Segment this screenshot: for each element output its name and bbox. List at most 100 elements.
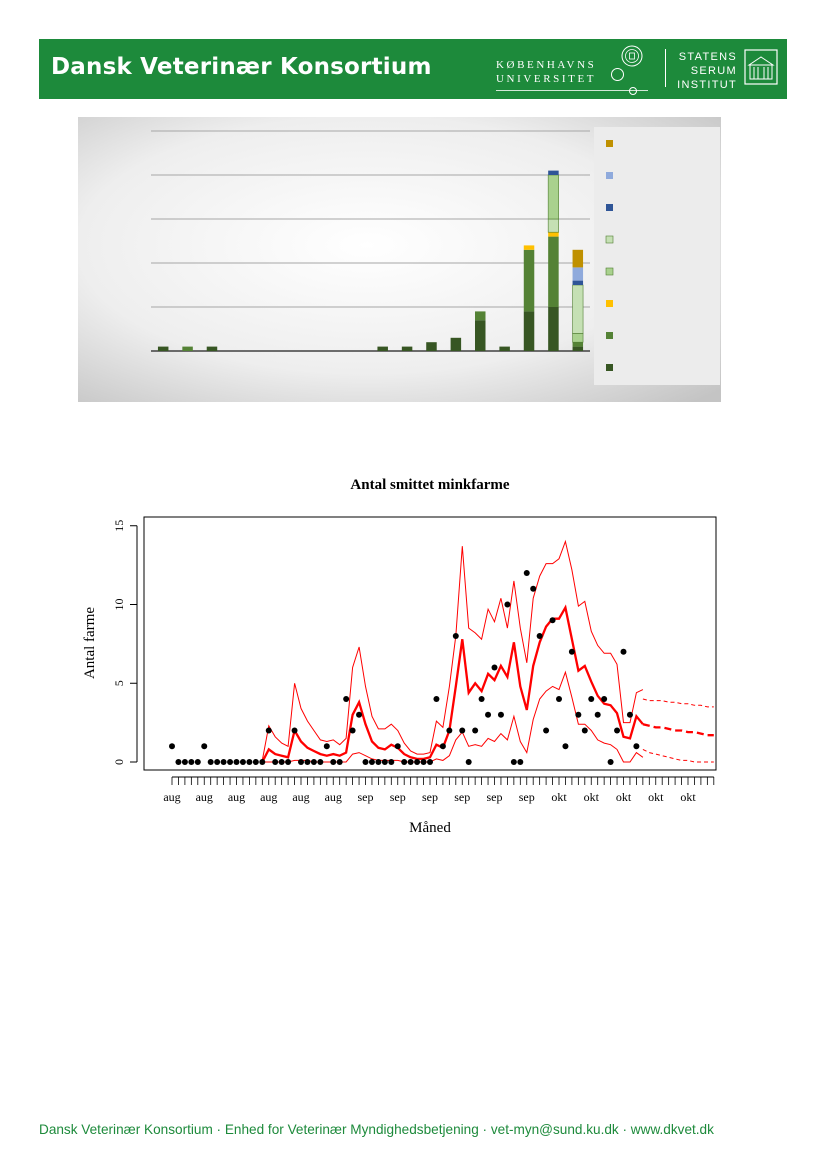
chart1-bar-segment (548, 307, 559, 351)
chart1-bar-segment (548, 170, 559, 175)
chart2-data-point (233, 759, 240, 765)
chart2-data-point (214, 759, 221, 765)
chart1-bar-segment (450, 337, 462, 351)
chart2-data-point (459, 727, 466, 734)
chart2-data-point (510, 759, 517, 765)
chart2-data-point (568, 648, 575, 655)
chart2-data-point (252, 759, 259, 765)
chart2-points (169, 570, 640, 765)
chart1-bar-segment (572, 346, 584, 351)
chart2-data-point (427, 759, 433, 765)
chart2-data-point (336, 759, 343, 765)
chart2-xtick-label: aug (292, 790, 309, 804)
chart2-data-point (194, 759, 201, 765)
chart2-data-point (523, 570, 530, 576)
chart2-data-point (620, 648, 627, 655)
chart2-data-point (485, 711, 492, 718)
chart1-legend-box (594, 127, 720, 385)
chart2-data-point (575, 711, 582, 718)
chart1-bar-segment (426, 342, 437, 351)
chart2-data-point (478, 696, 485, 702)
ku-logo-circle (611, 68, 624, 81)
chart2-xtick-label: okt (680, 790, 696, 804)
chart1-bar-segment (475, 320, 486, 351)
scatter-fit-chart: Antal smittet minkfarme 0 5 10 15 aug aug aug a… (82, 477, 717, 836)
chart2-xtick-label: sep (422, 790, 438, 804)
chart2-data-point (401, 759, 408, 765)
chart2-xtick-label: okt (551, 790, 567, 804)
chart2-forecast-line (642, 723, 714, 737)
chart1-bar-segment (182, 346, 193, 351)
chart2-data-point (265, 727, 272, 734)
footer-text: Dansk Veterinær Konsortium · Enhed for V… (39, 1122, 714, 1137)
chart2-data-point (594, 711, 601, 718)
chart2-data-point (375, 759, 382, 765)
chart1-legend-swatch (606, 172, 613, 179)
chart2-data-point (562, 743, 569, 750)
chart2-fit-upper-line (261, 539, 644, 761)
chart2-data-point (323, 743, 330, 750)
ssi-line1: STATENS (678, 51, 737, 63)
chart2-fit-lines (261, 539, 714, 763)
chart2-data-point (504, 601, 511, 608)
chart2-ytick-label: 10 (112, 599, 126, 611)
chart2-data-point (201, 743, 208, 750)
chart2-data-point (175, 759, 182, 765)
chart2-data-point (227, 759, 234, 765)
chart1-bar-segment (475, 311, 486, 321)
chart2-ytick-label: 5 (112, 680, 126, 686)
chart2-data-point (181, 759, 188, 765)
chart2-data-point (169, 743, 175, 750)
chart2-data-point (626, 711, 633, 718)
chart2-xtick-label: aug (163, 790, 180, 804)
chart2-data-point (362, 759, 369, 765)
chart1-bars (157, 170, 584, 351)
stacked-bar-chart (78, 117, 721, 402)
chart2-xtick-label: aug (260, 790, 277, 804)
chart1-gridlines (151, 130, 590, 352)
chart1-bar-segment (523, 245, 535, 250)
chart2-xtick-label: aug (325, 790, 342, 804)
chart2-forecast-upper-line (642, 698, 714, 708)
chart1-bar-segment (548, 232, 559, 237)
chart2-data-point (446, 727, 453, 734)
chart2-data-point (601, 696, 608, 702)
chart2-data-point (272, 759, 279, 765)
ku-logo-line2: UNIVERSITET (496, 73, 597, 85)
chart1-bar-segment (377, 346, 388, 351)
chart2-xtick-label: okt (648, 790, 664, 804)
chart2-data-point (581, 727, 588, 734)
chart2-data-point (472, 727, 479, 734)
chart1-legend-swatch (606, 204, 613, 211)
chart2-data-point (188, 759, 195, 765)
chart2-data-point (414, 759, 421, 765)
chart1-bar-segment (547, 218, 559, 233)
chart2-data-point (388, 759, 395, 765)
chart2-fit-lower-line (262, 670, 644, 763)
chart1-bar-segment (547, 174, 559, 220)
ku-logo-rule (496, 90, 648, 91)
chart2-data-point (349, 727, 356, 734)
chart1-bar-segment (572, 333, 584, 343)
chart2-data-point (439, 743, 446, 750)
chart1-bar-segment (572, 249, 584, 268)
chart2-data-point (517, 759, 524, 765)
chart2-title: Antal smittet minkfarme (350, 477, 509, 493)
chart1-legend-swatch (605, 235, 614, 244)
chart2-ylabel: Antal farme (82, 607, 98, 679)
chart2-xtick-label: sep (454, 790, 470, 804)
chart1-legend-swatch (606, 140, 613, 147)
chart2-axes: 0 5 10 15 aug aug aug aug aug aug sep sep sep sep sep s… (112, 520, 715, 804)
chart2-data-point (420, 759, 427, 765)
chart1-bar-segment (401, 346, 413, 351)
ku-logo-small-circle (629, 87, 637, 95)
ku-logo-line1: KØBENHAVNS (496, 59, 597, 71)
chart2-data-point (278, 759, 285, 765)
header-banner: Dansk Veterinær Konsortium KØBENHAVNS UN… (39, 39, 787, 99)
ku-seal-icon (621, 45, 643, 67)
chart2-data-point (207, 759, 214, 765)
chart2-data-point (220, 759, 227, 765)
chart1-bar-segment (572, 280, 584, 285)
chart2-xtick-label: okt (584, 790, 600, 804)
chart1-bar-segment (523, 249, 535, 312)
